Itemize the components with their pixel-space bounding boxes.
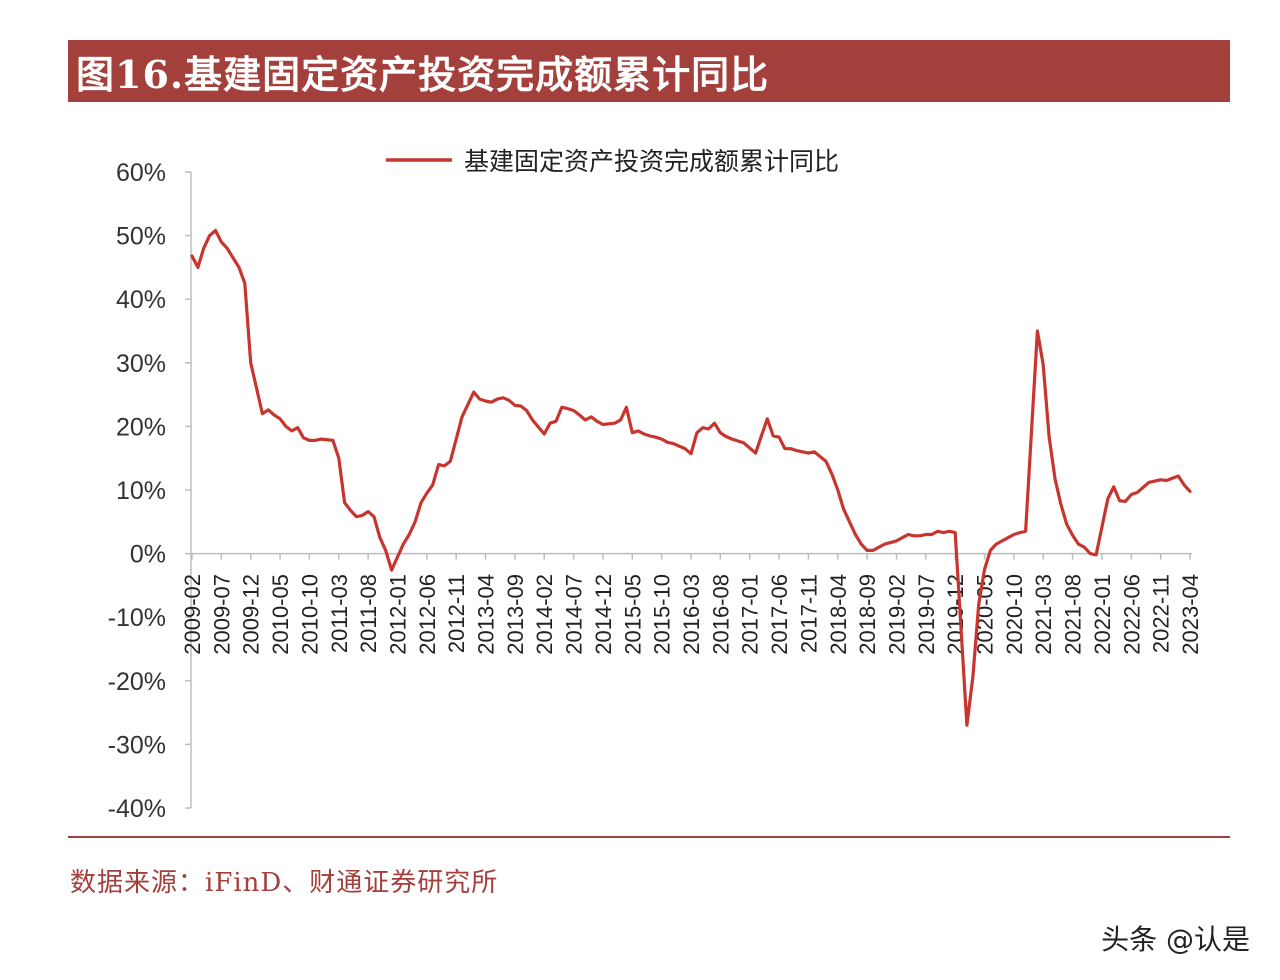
- x-tick-label: 2016-08: [708, 574, 733, 655]
- x-tick-label: 2022-06: [1119, 574, 1144, 655]
- figure-title: 图16.基建固定资产投资完成额累计同比: [76, 51, 770, 97]
- x-tick-label: 2009-12: [239, 574, 264, 655]
- y-tick-label: 30%: [116, 350, 166, 378]
- x-tick-label: 2019-12: [943, 574, 968, 655]
- y-tick-label: -40%: [108, 795, 166, 823]
- y-tick-label: 40%: [116, 286, 166, 314]
- x-tick-label: 2013-04: [474, 574, 499, 655]
- series-line: [190, 228, 1192, 727]
- x-tick-label: 2015-10: [650, 574, 675, 655]
- x-tick-label: 2017-06: [767, 574, 792, 655]
- x-tick-label: 2015-05: [620, 574, 645, 655]
- footer-rule: [68, 836, 1230, 838]
- y-tick-label: 60%: [116, 159, 166, 187]
- x-tick-label: 2009-07: [209, 574, 234, 655]
- x-tick-label: 2022-11: [1149, 574, 1174, 653]
- x-tick-label: 2022-01: [1090, 574, 1115, 655]
- x-tick-label: 2014-12: [591, 574, 616, 655]
- x-tick-label: 2021-03: [1031, 574, 1056, 655]
- x-tick-label: 2013-09: [503, 574, 528, 655]
- x-tick-label: 2011-08: [356, 574, 381, 653]
- x-tick-label: 2014-07: [562, 574, 587, 655]
- x-tick-label: 2018-09: [855, 574, 880, 655]
- data-source-note: 数据来源：iFinD、财通证券研究所: [70, 868, 499, 898]
- x-tick-label: 2011-03: [327, 574, 352, 653]
- x-tick-label: 2012-01: [385, 574, 410, 655]
- y-tick-label: 10%: [116, 477, 166, 505]
- x-tick-label: 2023-04: [1178, 574, 1203, 655]
- y-tick-label: -30%: [108, 731, 166, 759]
- x-tick-label: 2012-11: [444, 574, 469, 653]
- legend-label: 基建固定资产投资完成额累计同比: [464, 147, 839, 176]
- x-tick-label: 2009-02: [180, 574, 205, 655]
- x-tick-label: 2012-06: [415, 574, 440, 655]
- x-tick-label: 2018-04: [826, 574, 851, 655]
- x-tick-label: 2010-05: [268, 574, 293, 655]
- x-tick-label: 2010-10: [297, 574, 322, 655]
- x-tick-label: 2020-10: [1002, 574, 1027, 655]
- x-tick-label: 2017-11: [796, 574, 821, 653]
- watermark: 头条 @认是: [1101, 923, 1250, 956]
- y-tick-label: -20%: [108, 668, 166, 696]
- figure-title-bar: 图16.基建固定资产投资完成额累计同比: [68, 40, 1230, 102]
- y-tick-label: 50%: [116, 223, 166, 251]
- x-tick-label: 2016-03: [679, 574, 704, 655]
- x-tick-label: 2019-02: [884, 574, 909, 655]
- x-tick-label: 2017-01: [738, 574, 763, 655]
- x-tick-label: 2014-02: [532, 574, 557, 655]
- y-tick-label: -10%: [108, 604, 166, 632]
- y-tick-label: 0%: [130, 541, 166, 569]
- x-tick-label: 2019-07: [914, 574, 939, 655]
- x-tick-label: 2021-08: [1061, 574, 1086, 655]
- y-tick-label: 20%: [116, 413, 166, 441]
